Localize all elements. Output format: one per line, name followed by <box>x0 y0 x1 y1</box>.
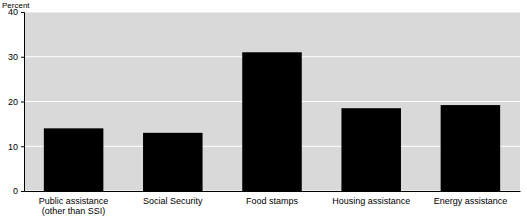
y-tick-label: 10 <box>8 142 18 152</box>
x-tick-label-line: Food stamps <box>246 196 299 206</box>
plot-background <box>24 12 520 191</box>
y-tick-mark <box>21 57 24 58</box>
x-tick-label-line: Housing assistance <box>332 196 410 206</box>
y-tick-label: 30 <box>8 52 18 62</box>
x-tick-label: Public assistance(other than SSI) <box>39 196 109 216</box>
y-tick-mark <box>21 12 24 13</box>
y-tick: 10 <box>8 142 24 152</box>
grid <box>24 12 520 191</box>
x-tick-label: Housing assistance <box>332 196 410 206</box>
bar <box>441 105 501 191</box>
y-tick-label: 20 <box>8 97 18 107</box>
x-tick-label-line: Energy assistance <box>434 196 508 206</box>
y-axis-line <box>21 13 25 192</box>
y-axis: 010203040 <box>8 7 25 196</box>
y-tick-mark <box>21 102 24 103</box>
y-tick: 20 <box>8 97 24 107</box>
x-tick-label-line: Public assistance <box>39 196 109 206</box>
x-tick-label: Social Security <box>143 196 203 206</box>
y-tick-label: 0 <box>13 186 18 196</box>
x-tick-label: Food stamps <box>246 196 299 206</box>
chart: 010203040Public assistance(other than SS… <box>0 0 527 221</box>
y-tick: 30 <box>8 52 24 62</box>
y-axis-title: Percent <box>2 1 30 10</box>
bars <box>44 52 500 191</box>
bar <box>242 52 302 191</box>
x-tick: Social Security <box>143 191 203 206</box>
x-tick: Food stamps <box>246 191 299 206</box>
x-tick: Energy assistance <box>434 191 508 206</box>
bar <box>341 108 401 191</box>
x-tick-label-line: Social Security <box>143 196 203 206</box>
bar <box>143 133 203 191</box>
x-tick: Public assistance(other than SSI) <box>39 191 109 216</box>
x-tick-label: Energy assistance <box>434 196 508 206</box>
x-tick: Housing assistance <box>332 191 410 206</box>
grid-line <box>24 12 520 13</box>
x-tick-label-line: (other than SSI) <box>42 206 106 216</box>
bar <box>44 128 104 191</box>
y-tick-mark <box>21 146 24 147</box>
y-tick-mark <box>21 191 24 192</box>
x-axis: Public assistance(other than SSI) Social … <box>25 191 521 216</box>
x-axis-line <box>25 191 521 192</box>
y-tick: 0 <box>13 186 24 196</box>
plot: 010203040Public assistance(other than SS… <box>8 7 521 216</box>
